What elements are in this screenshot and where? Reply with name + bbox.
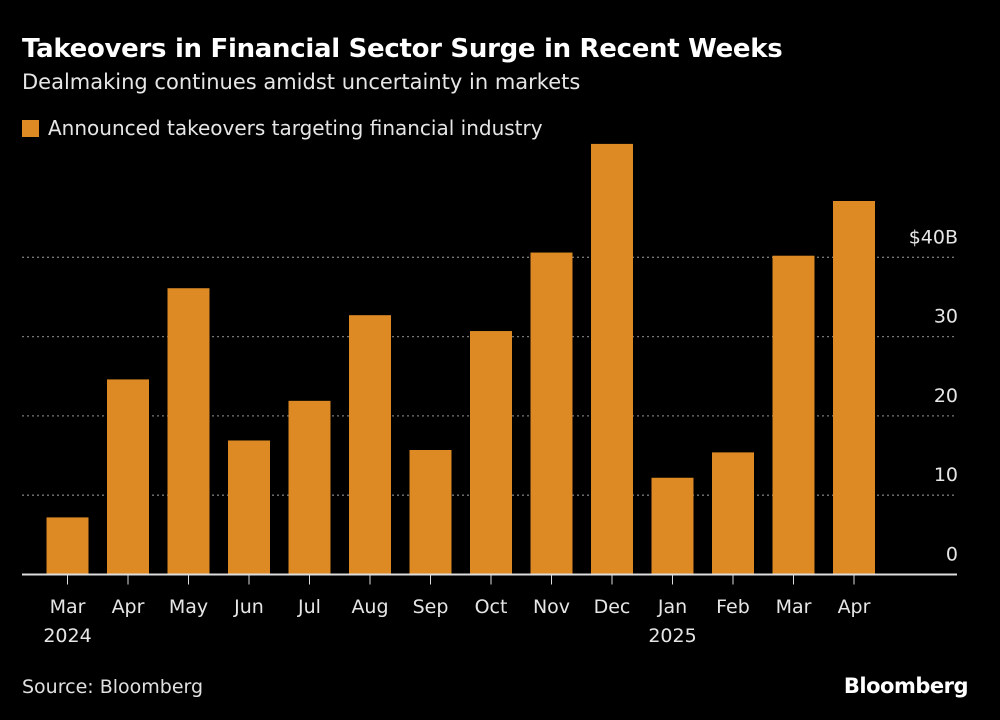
chart-title: Takeovers in Financial Sector Surge in R… — [22, 34, 783, 64]
chart-subtitle: Dealmaking continues amidst uncertainty … — [22, 70, 581, 94]
y-tick-label: $40B — [909, 226, 958, 248]
x-tick-label: Jan — [657, 596, 687, 618]
x-tick-label: Jun — [233, 596, 264, 618]
bar — [349, 315, 391, 575]
bar — [288, 400, 331, 575]
bar — [167, 288, 210, 575]
x-tick-label: Nov — [533, 596, 570, 618]
bar — [46, 517, 89, 575]
bar — [833, 200, 875, 575]
x-tick-label: May — [169, 596, 208, 618]
x-tick-label: Oct — [475, 596, 508, 618]
legend-swatch — [22, 119, 39, 137]
bloomberg-logo: Bloomberg — [843, 674, 969, 698]
x-tick-label: Jul — [297, 596, 321, 618]
x-tick-label: Mar — [50, 596, 86, 618]
y-tick-label: 20 — [934, 385, 958, 407]
bar — [772, 255, 815, 575]
x-tick-label: Dec — [594, 596, 631, 618]
x-tick-label: Feb — [716, 596, 750, 618]
bar — [409, 449, 452, 575]
legend: Announced takeovers targeting financial … — [22, 116, 543, 140]
y-tick-label: 10 — [934, 464, 958, 486]
x-tick-label: Mar — [776, 596, 812, 618]
bar — [651, 477, 694, 575]
y-tick-label: 30 — [934, 306, 958, 328]
x-tick-label: Apr — [112, 596, 145, 618]
bar — [591, 143, 633, 575]
legend-label: Announced takeovers targeting financial … — [48, 116, 543, 140]
bar — [712, 452, 754, 575]
x-tick-label: Apr — [838, 596, 871, 618]
x-tick-label: Aug — [351, 596, 388, 618]
x-year-label: 2024 — [43, 625, 91, 647]
source-note: Source: Bloomberg — [22, 676, 204, 698]
bar — [470, 331, 512, 575]
bar — [107, 379, 149, 575]
y-tick-label: 0 — [946, 544, 958, 566]
x-year-label: 2025 — [648, 625, 696, 647]
bar — [530, 252, 573, 575]
x-tick-label: Sep — [413, 596, 449, 618]
bar — [228, 440, 270, 575]
